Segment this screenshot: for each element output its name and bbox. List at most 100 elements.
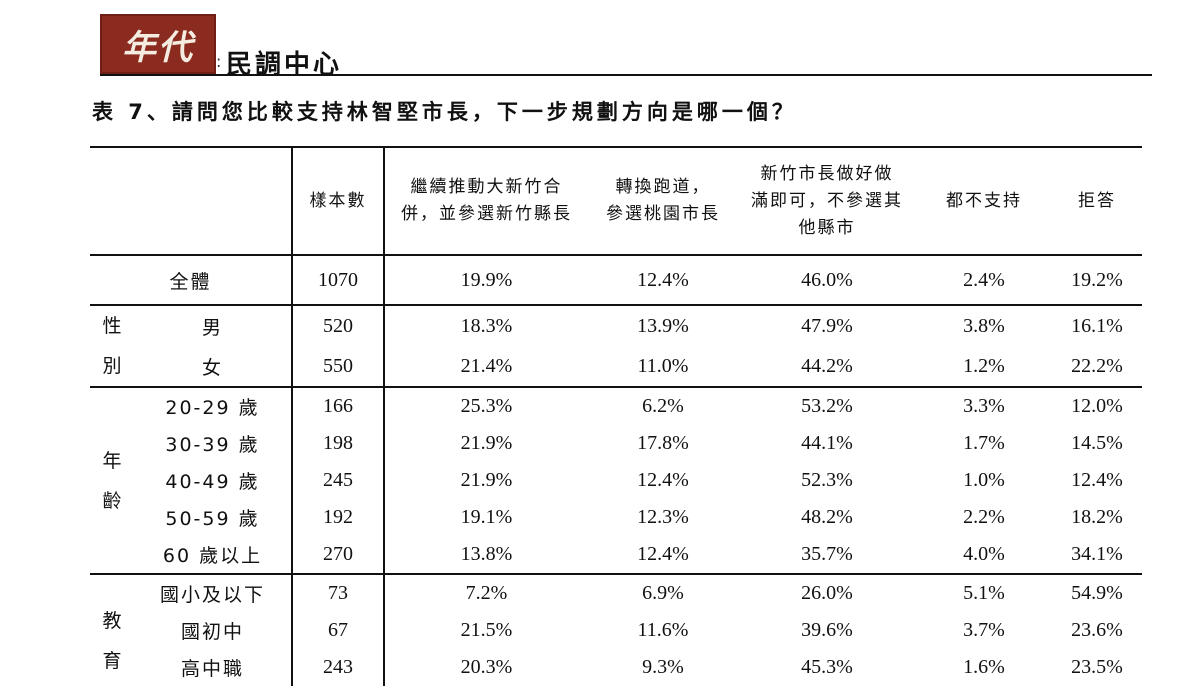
table-cell: 16.1%: [1052, 304, 1142, 346]
table-cell: 1.2%: [963, 354, 1005, 377]
table-cell: 26.0%: [738, 573, 916, 612]
row-label: 全體: [90, 255, 293, 306]
table-cell: 13.8%: [460, 543, 513, 565]
header-row: 樣本數 繼續推動大新竹合 併，並參選新竹縣長 轉換跑道， 參選桃園市長 新竹市長做好做 滿即…: [90, 146, 1142, 256]
table-cell: 3.3%: [916, 386, 1052, 425]
table-cell: 39.6%: [801, 619, 853, 641]
row-label: 高中職: [134, 649, 293, 686]
table-cell: 34.1%: [1071, 543, 1123, 565]
table-cell: 12.4%: [1071, 469, 1123, 491]
table-row: 30-39 歲 198 21.9% 17.8% 44.1% 1.7% 14.5%: [90, 425, 1142, 462]
row-label: 60 歲以上: [134, 536, 293, 574]
table-cell: 6.2%: [588, 386, 738, 425]
logo-separator: :: [216, 52, 222, 71]
table-cell: 4.0%: [963, 543, 1005, 565]
table-cell: 12.4%: [588, 255, 738, 306]
table-cell: 21.4%: [460, 354, 513, 377]
table-row: 教育國小及以下 73 7.2% 6.9% 26.0% 5.1% 54.9%: [90, 573, 1142, 686]
table-cell: 11.0%: [637, 354, 689, 377]
table-cell: 6.9%: [588, 573, 738, 612]
table-cell: 1.0%: [963, 469, 1005, 491]
column-header: 拒答: [1052, 146, 1142, 256]
table-cell: 44.2%: [801, 354, 853, 377]
table-cell: 11.6%: [637, 619, 689, 641]
table-cell: 35.7%: [801, 543, 853, 565]
poll-table: 樣本數 繼續推動大新竹合 併，並參選新竹縣長 轉換跑道， 參選桃園市長 新竹市長做好做 滿即…: [90, 146, 1142, 686]
table-cell: 7.2%: [384, 573, 588, 612]
table-cell: 53.2%: [738, 386, 916, 425]
column-header: 樣本數: [292, 146, 385, 256]
table-cell: 12.4%: [637, 543, 689, 565]
table-cell: 9.3%: [642, 656, 684, 678]
table-cell: 243: [292, 649, 385, 686]
table-cell: 192: [292, 499, 385, 536]
group-label-char: 性: [102, 315, 122, 337]
table-cell: 17.8%: [637, 432, 689, 454]
column-header-line: 滿即可，不參選其: [751, 190, 903, 211]
table-cell: 1.7%: [963, 432, 1005, 454]
group-label: 性別: [90, 304, 134, 387]
group-label-char: 別: [102, 355, 122, 377]
table-cell: 5.1%: [916, 573, 1052, 612]
table-row: 性別男 520 18.3% 13.9% 47.9% 3.8% 16.1%: [90, 304, 1142, 387]
table-cell: 520: [292, 304, 385, 346]
table-cell: 46.0%: [738, 255, 916, 306]
column-header: 都不支持: [916, 146, 1052, 256]
table-cell: 23.6%: [1071, 619, 1123, 641]
column-header-line: 參選桃園市長: [606, 204, 720, 224]
table-cell: 3.8%: [916, 304, 1052, 346]
table-cell: 19.9%: [384, 255, 588, 306]
table-cell: 73: [292, 573, 385, 612]
row-label: 20-29 歲: [134, 386, 293, 425]
table-cell: 45.3%: [801, 656, 853, 678]
column-header-line: 樣本數: [309, 190, 367, 211]
group-label: 年齡: [90, 386, 134, 574]
header-rule: [100, 74, 1152, 76]
nian-dai-logo: 年代: [100, 14, 216, 74]
table-cell: 166: [292, 386, 385, 425]
row-label: 女: [134, 346, 293, 387]
table-cell: 19.2%: [1052, 255, 1142, 306]
table-row: 高中職 243 20.3% 9.3% 45.3% 1.6% 23.5%: [90, 649, 1142, 686]
table-row: 年齡 20-29 歲 166 25.3% 6.2% 53.2% 3.3% 12.0%: [90, 386, 1142, 574]
table-cell: 52.3%: [801, 469, 853, 491]
column-header-line: 都不支持: [946, 190, 1022, 211]
table-cell: 25.3%: [384, 386, 588, 425]
row-label: 30-39 歲: [134, 425, 293, 462]
table-cell: 2.2%: [963, 506, 1005, 528]
table-row: 50-59 歲 192 19.1% 12.3% 48.2% 2.2% 18.2%: [90, 499, 1142, 536]
table-row: 女 550 21.4% 11.0% 44.2% 1.2% 22.2%: [90, 346, 1142, 387]
group-label: 教育: [90, 573, 134, 686]
group-label-char: 教: [102, 610, 122, 632]
table-cell: 12.0%: [1052, 386, 1142, 425]
table-cell: 1.6%: [963, 656, 1005, 678]
table-cell: 48.2%: [801, 506, 853, 528]
column-header-line: 轉換跑道，: [615, 177, 711, 197]
table-cell: 550: [292, 346, 385, 387]
table-cell: 18.3%: [384, 304, 588, 346]
table-cell: 270: [292, 536, 385, 574]
corner-cell: [90, 146, 293, 256]
row-label: 國小及以下: [134, 573, 293, 612]
column-header: 新竹市長做好做 滿即可，不參選其 他縣市: [738, 146, 916, 256]
row-label: 男: [134, 304, 293, 346]
table-row: 60 歲以上 270 13.8% 12.4% 35.7% 4.0% 34.1%: [90, 536, 1142, 574]
table-cell: 13.9%: [588, 304, 738, 346]
table-cell: 14.5%: [1071, 432, 1123, 454]
table-cell: 47.9%: [738, 304, 916, 346]
table-cell: 23.5%: [1071, 656, 1123, 678]
table-cell: 19.1%: [460, 506, 513, 528]
table-cell: 12.3%: [637, 506, 689, 528]
table-cell: 21.5%: [460, 619, 513, 641]
table-cell: 12.4%: [637, 469, 689, 491]
table-cell: 245: [292, 462, 385, 499]
table-cell: 44.1%: [801, 432, 853, 454]
column-header-line: 拒答: [1078, 190, 1116, 211]
row-label: 50-59 歲: [134, 499, 293, 536]
table-cell: 2.4%: [916, 255, 1052, 306]
row-label: 40-49 歲: [134, 462, 293, 499]
logo-text: 年代: [122, 27, 194, 68]
table-row: 40-49 歲 245 21.9% 12.4% 52.3% 1.0% 12.4%: [90, 462, 1142, 499]
group-label-char: 齡: [102, 489, 122, 512]
column-header-line: 新竹市長做好做: [760, 163, 894, 184]
